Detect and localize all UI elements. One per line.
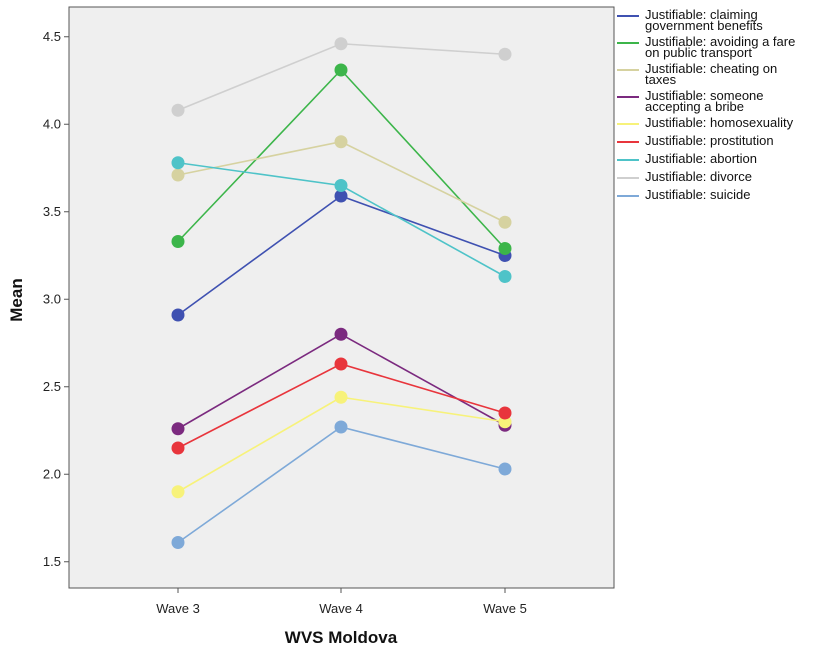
data-point	[335, 179, 348, 192]
y-tick-label: 3.0	[43, 291, 61, 306]
y-tick-label: 4.5	[43, 29, 61, 44]
data-point	[172, 235, 185, 248]
y-tick-label: 2.0	[43, 466, 61, 481]
data-point	[335, 135, 348, 148]
legend-label: Justifiable: suicide	[645, 187, 751, 202]
data-point	[499, 463, 512, 476]
data-point	[335, 37, 348, 50]
data-point	[335, 391, 348, 404]
x-tick-label: Wave 4	[319, 601, 363, 616]
legend-label: Justifiable: prostitution	[645, 133, 774, 148]
plot-background	[69, 7, 614, 588]
legend-label: accepting a bribe	[645, 99, 744, 114]
data-point	[172, 309, 185, 322]
legend-label: government benefits	[645, 18, 763, 33]
data-point	[172, 485, 185, 498]
data-point	[499, 48, 512, 61]
y-axis-title: Mean	[7, 278, 26, 321]
data-point	[335, 328, 348, 341]
data-point	[172, 442, 185, 455]
x-tick-label: Wave 3	[156, 601, 200, 616]
data-point	[499, 407, 512, 420]
legend-label: Justifiable: homosexuality	[645, 115, 794, 130]
data-point	[499, 270, 512, 283]
data-point	[335, 64, 348, 77]
x-axis-title: WVS Moldova	[285, 628, 398, 647]
data-point	[172, 169, 185, 182]
x-tick-label: Wave 5	[483, 601, 527, 616]
legend-label: on public transport	[645, 45, 752, 60]
data-point	[172, 422, 185, 435]
legend-label: Justifiable: divorce	[645, 169, 752, 184]
x-axis: Wave 3 Wave 4 Wave 5	[156, 588, 527, 616]
data-point	[172, 536, 185, 549]
legend-label: Justifiable: abortion	[645, 151, 757, 166]
data-point	[335, 421, 348, 434]
y-tick-label: 2.5	[43, 379, 61, 394]
y-tick-label: 4.0	[43, 116, 61, 131]
y-tick-label: 1.5	[43, 554, 61, 569]
data-point	[499, 242, 512, 255]
data-point	[499, 216, 512, 229]
data-point	[335, 358, 348, 371]
y-axis: 1.5 2.0 2.5 3.0 3.5 4.0 4.5	[43, 29, 69, 569]
data-point	[172, 104, 185, 117]
legend-label: taxes	[645, 72, 677, 87]
data-point	[172, 156, 185, 169]
y-tick-label: 3.5	[43, 204, 61, 219]
